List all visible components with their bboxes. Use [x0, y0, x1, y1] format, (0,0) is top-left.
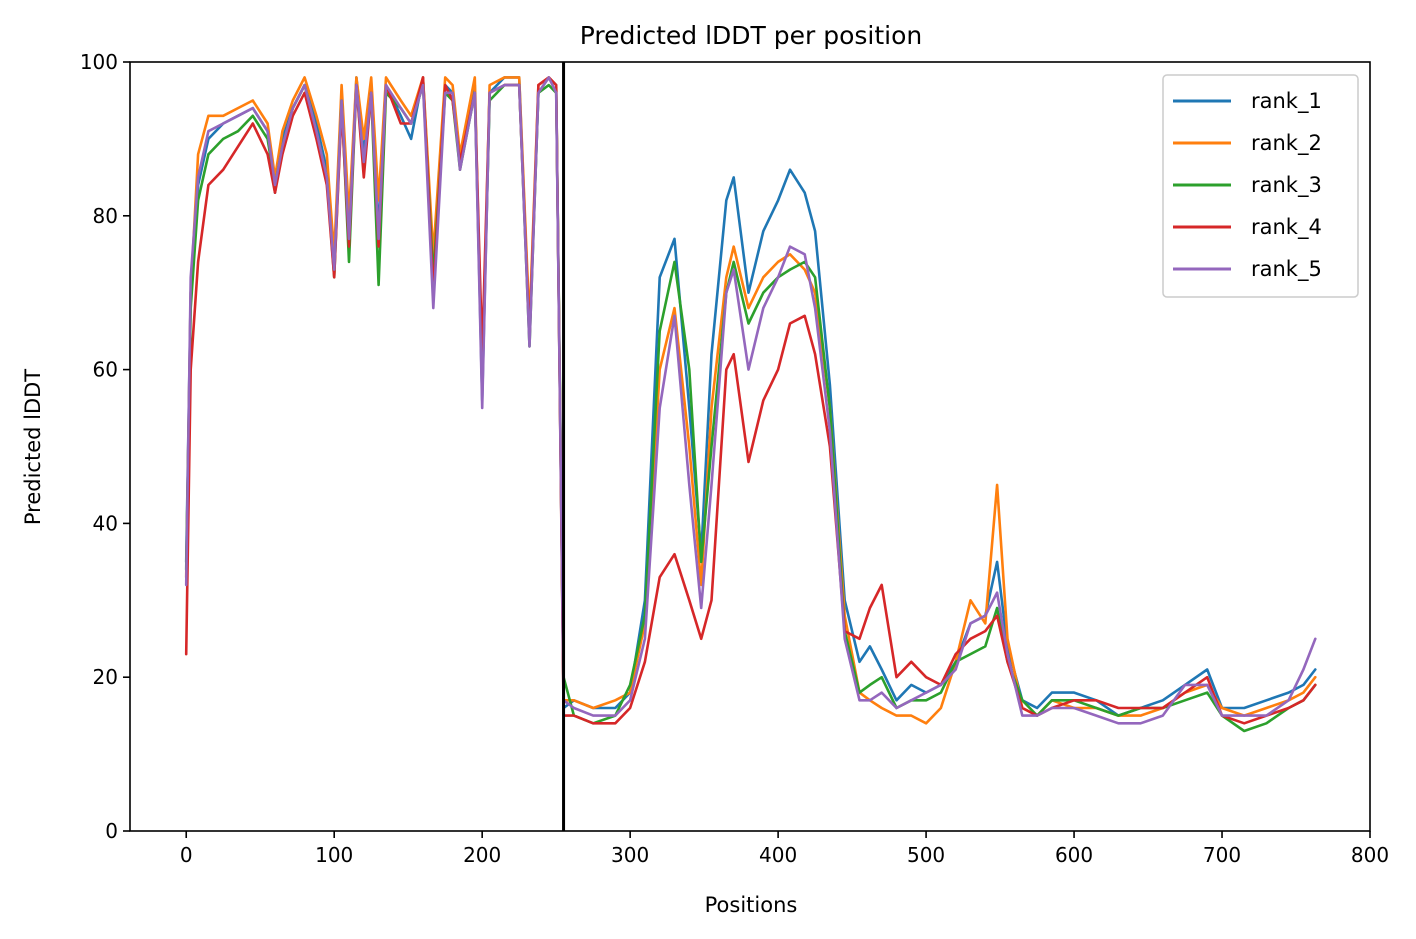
series-line-rank-1 [184, 76, 1317, 717]
legend: rank_1 rank_2 rank_3 rank_4 rank_5 [1162, 74, 1359, 298]
series-line-rank-2 [184, 76, 1317, 725]
legend-label-rank-5: rank_5 [1251, 257, 1322, 282]
x-tick-label: 300 [611, 843, 649, 867]
y-tick-label: 20 [93, 665, 118, 689]
chart-title: Predicted lDDT per position [580, 21, 922, 50]
x-tick-label: 400 [759, 843, 797, 867]
y-axis-title: Predicted lDDT [21, 369, 45, 525]
legend-label-rank-1: rank_1 [1251, 89, 1322, 114]
y-tick-label: 80 [93, 204, 118, 228]
series-line-rank-4 [184, 76, 1317, 725]
x-tick-label: 500 [907, 843, 945, 867]
x-tick-label: 100 [315, 843, 353, 867]
legend-box [1162, 74, 1359, 298]
y-tick-label: 0 [105, 819, 118, 843]
x-tick-label: 800 [1351, 843, 1389, 867]
legend-label-rank-3: rank_3 [1251, 173, 1322, 198]
plot-area: 0 100 200 300 400 500 600 700 800 0 20 40 60 80 100 ran… [80, 50, 1389, 867]
y-tick-label: 100 [80, 50, 118, 74]
legend-label-rank-2: rank_2 [1251, 131, 1322, 156]
plot-frame [129, 61, 1371, 832]
y-tick-label: 40 [93, 511, 118, 535]
x-tick-label: 200 [463, 843, 501, 867]
x-tick-label: 600 [1055, 843, 1093, 867]
series-line-rank-3 [184, 83, 1317, 733]
series-group [184, 76, 1317, 733]
series-line-rank-5 [184, 76, 1317, 725]
x-tick-label: 0 [180, 843, 193, 867]
legend-label-rank-4: rank_4 [1251, 215, 1322, 240]
x-axis-title: Positions [705, 893, 798, 917]
x-tick-label: 700 [1203, 843, 1241, 867]
y-tick-label: 60 [93, 358, 118, 382]
